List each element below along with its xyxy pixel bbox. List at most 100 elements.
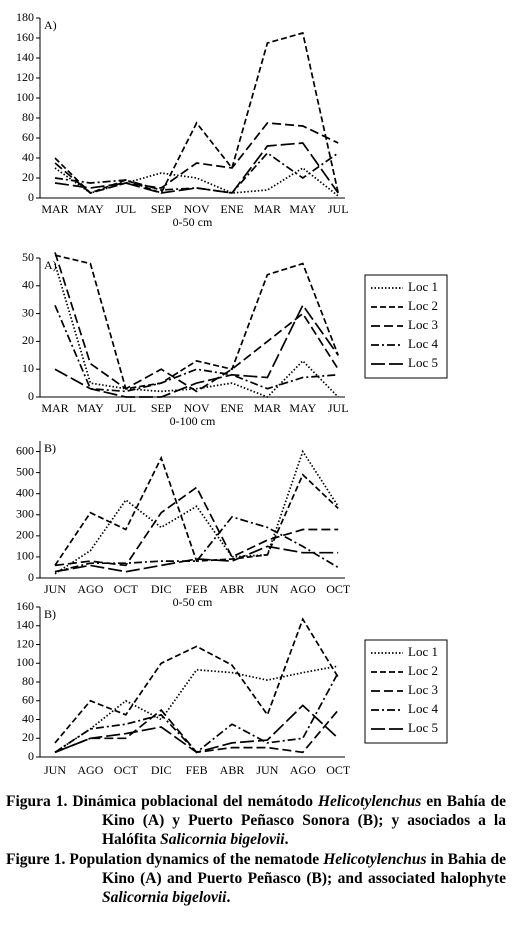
series-line <box>54 252 339 393</box>
caption-text: Figure 1. Population dynamics of the nem… <box>6 851 324 868</box>
x-tick-label: NOV <box>184 401 210 415</box>
caption-text: Salicornia bigelovii <box>160 831 285 848</box>
caption-text: . <box>226 889 231 906</box>
x-tick-label: DIC <box>151 763 172 777</box>
x-tick-label: SEP <box>151 401 172 415</box>
y-tick-label: 0 <box>28 389 34 403</box>
series-line <box>54 31 340 195</box>
x-tick-label: MAY <box>289 202 316 216</box>
x-tick-label: MAR <box>254 202 281 216</box>
series-line <box>54 303 339 398</box>
y-tick-label: 500 <box>16 464 34 478</box>
caption-text: Helicotylenchus <box>323 851 427 868</box>
legend-label: Loc 5 <box>408 720 438 735</box>
x-tick-label: JUL <box>115 202 136 216</box>
x-tick-label: OCT <box>326 582 351 596</box>
x-tick-label: ABR <box>220 582 245 596</box>
series-line <box>54 545 339 573</box>
x-tick-label: AGO <box>290 582 316 596</box>
series-line <box>54 304 339 393</box>
x-tick-label: OCT <box>114 763 139 777</box>
caption-text: en Bahía de Kino (A) y Puerto Peñasco So… <box>102 793 507 848</box>
y-tick-label: 0 <box>28 190 34 204</box>
panel-label: A) <box>44 258 57 272</box>
x-tick-label: MAR <box>41 202 68 216</box>
x-tick-label: MAY <box>77 202 104 216</box>
legend-label: Loc 1 <box>408 644 438 659</box>
x-tick-label: AGO <box>77 763 103 777</box>
x-tick-label: NOV <box>184 202 210 216</box>
x-axis-label: 0-100 cm <box>170 414 216 428</box>
x-tick-label: JUL <box>115 401 136 415</box>
y-tick-label: 180 <box>16 10 34 24</box>
x-tick-label: FEB <box>186 763 208 777</box>
legend-label: Loc 5 <box>408 355 438 370</box>
y-tick-label: 10 <box>22 361 34 375</box>
x-tick-label: JUL <box>328 202 349 216</box>
y-tick-label: 400 <box>16 485 34 499</box>
y-tick-label: 140 <box>16 50 34 64</box>
legend-label: Loc 2 <box>408 663 438 678</box>
y-tick-label: 20 <box>22 333 34 347</box>
y-tick-label: 20 <box>22 730 34 744</box>
legend-label: Loc 2 <box>408 298 438 313</box>
y-tick-label: 0 <box>28 570 34 584</box>
y-tick-label: 20 <box>22 170 34 184</box>
x-tick-label: FEB <box>186 582 208 596</box>
y-tick-label: 80 <box>22 110 34 124</box>
y-tick-label: 50 <box>22 250 34 264</box>
y-tick-label: 600 <box>16 443 34 457</box>
x-tick-label: MAR <box>41 401 68 415</box>
x-tick-label: AGO <box>290 763 316 777</box>
series-line <box>54 263 339 398</box>
x-tick-label: JUN <box>256 582 278 596</box>
series-line <box>54 704 339 754</box>
caption-text: Figura 1. Dinámica poblacional del nemát… <box>6 793 318 810</box>
y-tick-label: 40 <box>22 278 34 292</box>
panel-label: B) <box>44 441 56 455</box>
legend-label: Loc 3 <box>408 317 438 332</box>
y-tick-label: 30 <box>22 305 34 319</box>
panel-label: A) <box>44 18 57 32</box>
series-line <box>54 515 339 573</box>
y-tick-label: 40 <box>22 711 34 725</box>
series-line <box>54 455 339 566</box>
y-tick-label: 100 <box>16 549 34 563</box>
legend-label: Loc 4 <box>408 701 438 716</box>
y-tick-label: 100 <box>16 655 34 669</box>
y-tick-label: 100 <box>16 90 34 104</box>
caption-es: Figura 1. Dinámica poblacional del nemát… <box>6 792 506 849</box>
y-tick-label: 60 <box>22 693 34 707</box>
legend-label: Loc 1 <box>408 279 438 294</box>
series-line <box>54 142 339 194</box>
x-tick-label: JUN <box>44 582 66 596</box>
series-line <box>54 708 339 754</box>
y-tick-label: 80 <box>22 674 34 688</box>
x-tick-label: ENE <box>220 202 243 216</box>
caption: Figura 1. Dinámica poblacional del nemát… <box>6 792 506 908</box>
caption-text: in Bahia de Kino (A) and Puerto Peñasco … <box>102 851 506 887</box>
caption-text: Salicornia bigelovii <box>102 889 227 906</box>
caption-text: Helicotylenchus <box>317 793 422 810</box>
x-tick-label: SEP <box>151 202 172 216</box>
series-line <box>54 254 339 390</box>
y-tick-label: 140 <box>16 618 34 632</box>
x-tick-label: MAR <box>254 401 281 415</box>
x-tick-label: OCT <box>326 763 351 777</box>
y-tick-label: 120 <box>16 636 34 650</box>
y-tick-label: 40 <box>22 150 34 164</box>
x-axis-label: 0-50 cm <box>173 595 213 609</box>
x-tick-label: ENE <box>220 401 243 415</box>
x-tick-label: OCT <box>114 582 139 596</box>
x-tick-label: JUN <box>256 763 278 777</box>
x-tick-label: ABR <box>220 763 245 777</box>
x-tick-label: JUN <box>44 763 66 777</box>
x-tick-label: MAY <box>77 401 104 415</box>
x-tick-label: JUL <box>328 401 349 415</box>
series-line <box>54 486 339 567</box>
y-tick-label: 60 <box>22 130 34 144</box>
x-tick-label: AGO <box>77 582 103 596</box>
y-tick-label: 160 <box>16 30 34 44</box>
